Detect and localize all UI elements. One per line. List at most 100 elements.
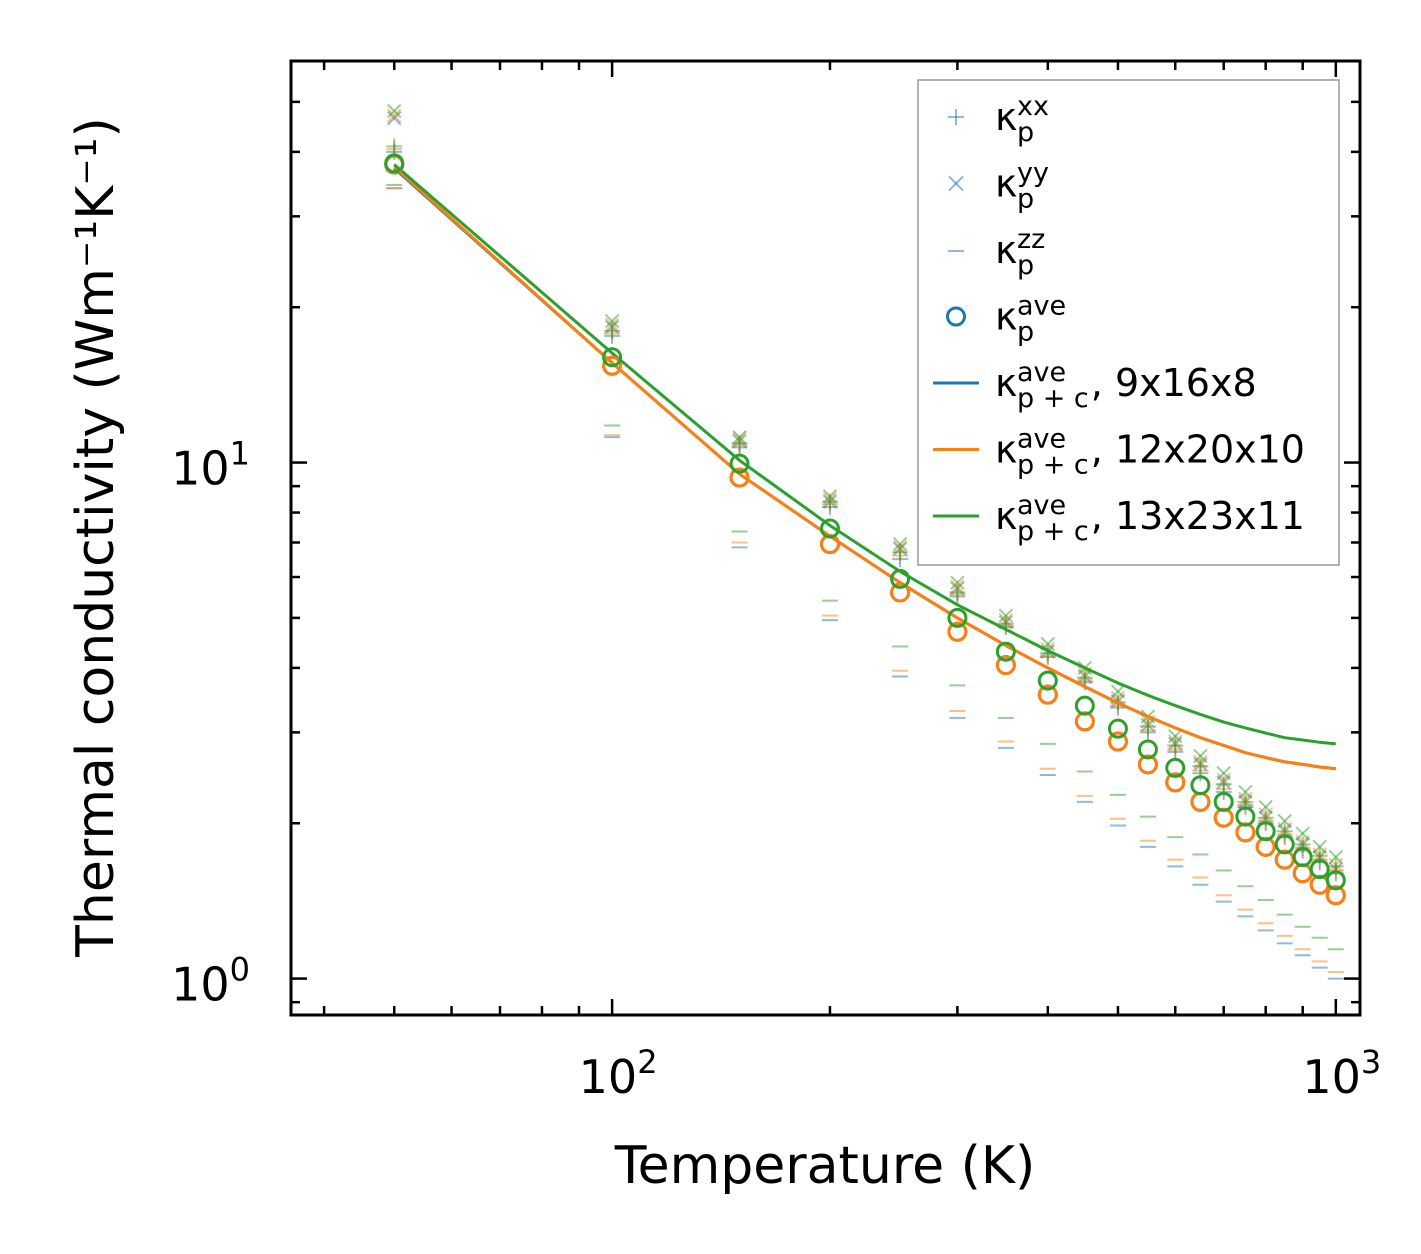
legend-label-sub: p [1017,250,1034,281]
kave-point [602,355,623,376]
legend-label-sup: yy [1017,158,1049,189]
legend-label-symbol: κ [995,162,1017,206]
legend-label-symbol: κ [995,295,1017,339]
kave-point [1190,775,1211,796]
kave-point [890,568,911,589]
x-axis-label: Temperature (K) [614,1136,1036,1196]
legend-label-sub: p + c [1017,516,1089,547]
legend-item-kyy: κ yyp [948,158,1049,215]
kyy-point [998,608,1014,623]
legend-label-suffix: , 12x20x10 [1091,428,1305,472]
x-tick-label: 102 [579,1043,658,1104]
kave-point [729,467,750,488]
kave-point [819,518,840,539]
kyy-point [1258,799,1273,815]
legend-circle-marker [946,306,966,327]
legend-item-kzz: κ zzp [948,224,1045,281]
legend-label-symbol: κ [995,428,1017,472]
axes: 102 103 100 101 [171,59,1381,1104]
kxx-point [386,138,403,155]
kyy-point [1238,784,1253,800]
kave-point [1074,695,1095,716]
legend-label-sub: p [1017,317,1034,348]
legend-x-marker [948,175,964,192]
legend-label-symbol: κ [995,361,1017,405]
kave-point [384,153,405,174]
kyy-point [1110,684,1126,699]
legend-label-symbol: κ [995,228,1017,272]
y-tick-label: 101 [171,435,250,496]
kave-point [1255,821,1276,842]
kxx-point [1139,718,1156,735]
kave-point [729,453,750,474]
kyy-point [1168,728,1183,744]
kave-point [1037,670,1058,691]
kave-point [1107,718,1128,739]
legend-label-sup: zz [1017,224,1045,255]
legend-label-sup: xx [1017,91,1049,122]
legend-label-sub: p + c [1017,383,1089,414]
kave-point [1325,885,1346,906]
kave-point [1213,791,1234,812]
kave-point [1037,684,1058,705]
kyy-point [1295,826,1310,841]
x-tick-label: 103 [1302,1043,1381,1104]
kxx-point [1076,669,1093,686]
kave-point [1235,806,1256,827]
kyy-point [822,489,838,504]
legend-label-sub: p [1017,184,1034,215]
kave-point [1292,847,1313,868]
legend-label-sup: ave [1017,490,1066,521]
kxx-point [1192,758,1209,775]
y-axis-label: Thermal conductivity (Wm⁻¹K⁻¹) [66,117,126,958]
total-line-12x20x10 [393,165,1336,771]
kxx-point [604,322,621,339]
kxx-point [1167,737,1184,754]
kave-point [1274,834,1295,855]
kxx-point [949,584,966,601]
kyy-point [732,429,747,445]
kave-point [1137,739,1158,760]
plot-frame [289,59,1362,1017]
kave-point [1137,754,1158,775]
series-13x23x11 [386,103,1344,951]
legend-box [917,79,1340,566]
kave-point [995,641,1016,662]
y-tick-label: 100 [171,951,250,1012]
kyy-point [604,313,620,329]
legend-label-sup: ave [1017,357,1066,388]
kyy-point [892,536,908,552]
kyy-point [387,108,402,123]
kyy-point [1312,839,1327,855]
legend-label-suffix: , 13x23x11 [1091,494,1305,538]
kave-point [1309,859,1330,880]
kxx-point [1215,776,1232,793]
kyy-point [1328,849,1344,865]
kave-point [947,607,968,628]
kyy-point [1193,748,1208,764]
legend-label-sub: p + c [1017,450,1089,481]
plot-marks [384,103,1346,980]
legend-label-suffix: , 9x16x8 [1091,361,1257,405]
total-line-13x23x11 [393,163,1336,746]
kave-point [995,655,1016,676]
kave-point [602,347,623,368]
kave-point [1107,731,1128,752]
kave-point [1165,757,1186,778]
kave-point [1165,772,1186,793]
legend-label-symbol: κ [995,494,1017,538]
legend-label-symbol: κ [995,95,1017,139]
kave-point [890,582,911,603]
kyy-point [1277,813,1292,829]
kyy-point [1216,766,1231,781]
kave-point [947,621,968,642]
kyy-point [950,575,965,590]
legend-label-sub: p [1017,117,1034,148]
kxx-point [892,544,909,561]
